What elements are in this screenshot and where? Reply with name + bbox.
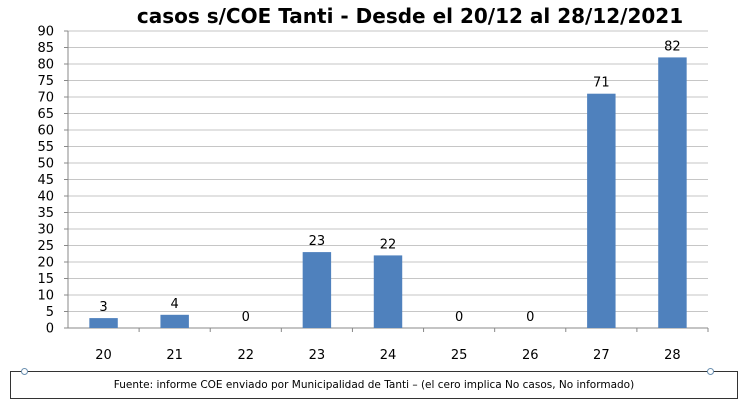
y-tick-label: 5 [46, 305, 54, 320]
y-tick-label: 90 [37, 25, 54, 40]
y-tick-label: 25 [37, 239, 54, 254]
x-tick-label: 27 [593, 348, 610, 363]
y-tick-label: 70 [37, 91, 54, 106]
y-tick-label: 75 [37, 74, 54, 89]
y-tick-label: 15 [37, 272, 54, 287]
bar-27 [587, 93, 616, 328]
y-tick-label: 50 [37, 157, 54, 172]
bar-21 [160, 314, 189, 328]
x-tick-label: 24 [380, 348, 397, 363]
resize-handle-right[interactable] [707, 368, 714, 375]
y-tick-label: 20 [37, 256, 54, 271]
chart-title: casos s/COE Tanti - Desde el 20/12 al 28… [137, 4, 683, 28]
data-label: 0 [455, 310, 463, 325]
x-tick-label: 28 [664, 348, 681, 363]
x-tick-label: 22 [238, 348, 255, 363]
bar-20 [89, 318, 118, 328]
y-tick-label: 55 [37, 140, 54, 155]
data-label: 22 [380, 237, 397, 252]
y-tick-label: 65 [37, 107, 54, 122]
source-note-box: Fuente: informe COE enviado por Municipa… [10, 371, 738, 399]
data-label: 0 [526, 310, 534, 325]
y-tick-label: 40 [37, 190, 54, 205]
y-tick-label: 45 [37, 173, 54, 188]
data-label: 3 [99, 300, 107, 315]
x-tick-label: 23 [309, 348, 326, 363]
data-label: 4 [171, 297, 179, 312]
y-tick-label: 60 [37, 124, 54, 139]
y-tick-label: 85 [37, 41, 54, 56]
y-tick-label: 35 [37, 206, 54, 221]
bars [89, 57, 687, 329]
data-label: 0 [242, 310, 250, 325]
source-note: Fuente: informe COE enviado por Municipa… [113, 379, 635, 391]
x-tick-label: 21 [166, 348, 183, 363]
x-tick-label: 20 [95, 348, 112, 363]
data-label: 71 [593, 76, 610, 91]
y-tick-label: 30 [37, 223, 54, 238]
data-label: 23 [309, 234, 326, 249]
x-tick-label: 26 [522, 348, 539, 363]
y-tick-label: 0 [46, 322, 54, 337]
data-label: 82 [664, 39, 681, 54]
x-tick-label: 25 [451, 348, 468, 363]
bar-28 [658, 57, 687, 329]
bar-23 [302, 252, 332, 328]
y-tick-label: 80 [37, 58, 54, 73]
labels: 20 3 21 4 22 0 23 23 24 22 25 0 26 0 27 71 28 82 [95, 39, 680, 363]
resize-handle-left[interactable] [21, 368, 28, 375]
bar-24 [373, 255, 403, 328]
y-tick-label: 10 [37, 289, 54, 304]
